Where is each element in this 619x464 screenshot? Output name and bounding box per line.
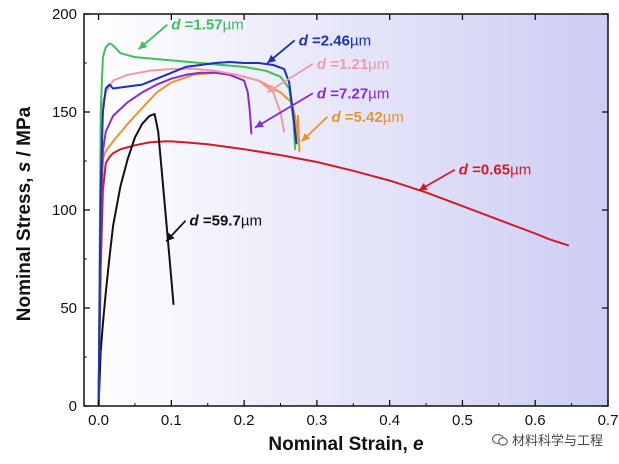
series-label-unit: µm bbox=[368, 56, 389, 73]
x-tick-label: 0.7 bbox=[598, 412, 619, 429]
series-label-symbol: d bbox=[459, 162, 469, 179]
x-axis-symbol: e bbox=[413, 434, 424, 455]
series-label-unit: µm bbox=[383, 109, 404, 126]
x-tick-label: 0.1 bbox=[161, 412, 182, 429]
series-label-value: =0.65 bbox=[468, 162, 510, 179]
x-axis-title-text: Nominal Strain, bbox=[268, 434, 413, 455]
y-axis-title: Nominal Stress, s / MPa bbox=[14, 106, 35, 321]
series-label-value: =59.7 bbox=[199, 213, 241, 230]
y-axis-title-text: Nominal Stress, bbox=[14, 172, 35, 321]
series-line-6 bbox=[97, 61, 298, 407]
series-line-5 bbox=[97, 42, 297, 407]
annotation-arrow-line bbox=[254, 92, 314, 129]
series-label-value: =5.42 bbox=[341, 109, 383, 126]
annotation-arrowhead bbox=[267, 54, 277, 63]
annotation-arrowhead bbox=[267, 84, 277, 93]
series-label-unit: µm bbox=[368, 85, 389, 102]
x-tick-label: 0.0 bbox=[88, 412, 109, 429]
series-line-3 bbox=[97, 71, 253, 407]
series-label-0: d =0.65µm bbox=[459, 162, 531, 179]
series-label-symbol: d bbox=[317, 85, 327, 102]
series-line-0 bbox=[97, 140, 569, 407]
series-label-symbol: d bbox=[190, 213, 200, 230]
x-tick-label: 0.3 bbox=[306, 412, 327, 429]
x-tick-label: 0.4 bbox=[379, 412, 400, 429]
annotation-arrowhead bbox=[255, 120, 264, 128]
series-line-1 bbox=[97, 113, 175, 407]
series-label-symbol: d bbox=[299, 32, 309, 49]
series-label-symbol: d bbox=[331, 109, 341, 126]
annotation-arrowhead bbox=[138, 41, 148, 50]
series-label-4: d =1.21µm bbox=[317, 56, 389, 73]
series-label-symbol: d bbox=[317, 56, 327, 73]
series-label-unit: µm bbox=[241, 213, 262, 230]
y-tick-label: 150 bbox=[52, 104, 77, 121]
x-axis-title: Nominal Strain, e bbox=[268, 434, 424, 455]
series-label-5: d =1.57µm bbox=[171, 17, 243, 34]
y-tick-label: 100 bbox=[52, 202, 77, 219]
series-label-3: d =7.27µm bbox=[317, 85, 389, 102]
y-tick-label: 50 bbox=[60, 300, 77, 317]
series-label-value: =2.46 bbox=[308, 32, 350, 49]
series-label-unit: µm bbox=[223, 17, 244, 34]
series-label-unit: µm bbox=[350, 32, 371, 49]
series-label-1: d =59.7µm bbox=[190, 213, 262, 230]
annotation-arrowhead bbox=[418, 182, 428, 191]
series-label-value: =1.21 bbox=[326, 56, 368, 73]
x-tick-label: 0.2 bbox=[234, 412, 255, 429]
series-label-value: =7.27 bbox=[326, 85, 368, 102]
series-label-6: d =2.46µm bbox=[299, 32, 371, 49]
x-tick-label: 0.6 bbox=[525, 412, 546, 429]
series-label-value: =1.57 bbox=[181, 17, 223, 34]
y-tick-label: 0 bbox=[69, 398, 77, 415]
series-label-symbol: d bbox=[171, 17, 181, 34]
series-label-2: d =5.42µm bbox=[331, 109, 403, 126]
annotation-arrowhead bbox=[166, 232, 175, 242]
series-label-unit: µm bbox=[510, 162, 531, 179]
y-axis-unit: / MPa bbox=[14, 106, 35, 161]
annotation-arrowhead bbox=[301, 132, 311, 142]
chat-bubble-icon bbox=[491, 433, 508, 446]
x-tick-label: 0.5 bbox=[452, 412, 473, 429]
annotation-arrow-line bbox=[266, 63, 314, 94]
y-tick-label: 200 bbox=[52, 6, 77, 23]
watermark-text: 材料科学与工程 bbox=[511, 434, 603, 449]
watermark: 材料科学与工程 bbox=[491, 430, 603, 449]
y-axis-symbol: s bbox=[14, 162, 35, 173]
